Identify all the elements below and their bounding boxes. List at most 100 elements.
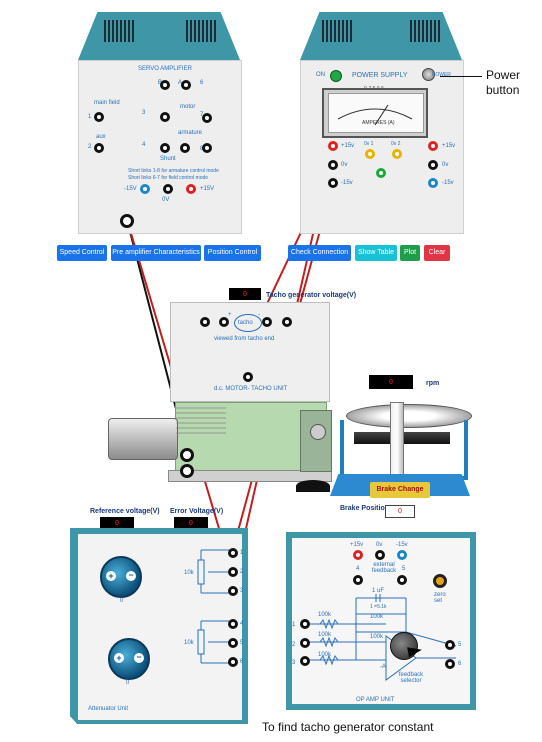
opamp-input-3[interactable] bbox=[300, 656, 310, 666]
servo-0v-socket[interactable] bbox=[163, 184, 173, 194]
servo-terminal-5[interactable] bbox=[180, 143, 190, 153]
knob1-minus-icon[interactable]: − bbox=[126, 571, 136, 581]
psu-right-0v-socket[interactable] bbox=[428, 160, 438, 170]
opamp-t6-label: 6 bbox=[458, 661, 462, 667]
feedback-selector-knob[interactable] bbox=[390, 632, 418, 660]
knob2-plus-icon[interactable]: + bbox=[114, 653, 124, 663]
knob1-plus-icon[interactable]: + bbox=[106, 571, 116, 581]
brake-change-button[interactable]: Brake Change bbox=[370, 482, 430, 498]
tacho-symbol bbox=[234, 314, 262, 332]
opamp-terminal-4[interactable] bbox=[353, 575, 363, 585]
power-button[interactable] bbox=[422, 68, 435, 81]
attenuator-terminal-2[interactable] bbox=[228, 567, 238, 577]
attenuator-terminal-6[interactable] bbox=[228, 657, 238, 667]
plot-button[interactable]: Plot bbox=[400, 245, 420, 261]
servo-term-2-label: 2 bbox=[88, 144, 92, 150]
tacho-terminal-3[interactable] bbox=[262, 317, 272, 327]
attenuator-terminal-5[interactable] bbox=[228, 638, 238, 648]
clear-button[interactable]: Clear bbox=[424, 245, 450, 261]
motor-foot bbox=[296, 480, 330, 492]
servo-terminal-8[interactable] bbox=[202, 143, 212, 153]
psu-left-pos15v-socket[interactable] bbox=[328, 141, 338, 151]
opamp-pos15v-socket[interactable] bbox=[353, 550, 363, 560]
opamp-neg15v-label: -15v bbox=[396, 542, 408, 548]
motor-shaft-block bbox=[300, 410, 332, 472]
servo-vent-left bbox=[104, 20, 134, 42]
motor-socket-upper[interactable] bbox=[180, 448, 194, 462]
psu-left-0v-socket[interactable] bbox=[328, 160, 338, 170]
opamp-input-1[interactable] bbox=[300, 619, 310, 629]
tacho-voltage-label: Tacho generator voltage(V) bbox=[266, 292, 357, 299]
servo-term-7-label: 7 bbox=[200, 112, 203, 118]
servo-output-socket[interactable] bbox=[120, 214, 134, 228]
tacho-terminal-4[interactable] bbox=[282, 317, 292, 327]
opamp-rfb-label: 1 =5.1k bbox=[370, 604, 387, 610]
zero-set-knob[interactable] bbox=[433, 574, 447, 588]
speed-control-button[interactable]: Speed Control bbox=[57, 245, 107, 261]
tacho-terminal-2[interactable] bbox=[219, 317, 229, 327]
opamp-terminal-6[interactable] bbox=[445, 659, 455, 669]
psu-vent-left bbox=[322, 20, 352, 42]
psu-left-pos15v-label: +15v bbox=[341, 143, 355, 149]
motor-shaft-knob bbox=[310, 424, 326, 440]
attenuator-pot1-label: 10k bbox=[184, 570, 194, 576]
servo-terminal-2[interactable] bbox=[94, 143, 104, 153]
psu-mid-green-socket[interactable] bbox=[376, 168, 386, 178]
servo-pos15v-socket[interactable] bbox=[186, 184, 196, 194]
knob2-minus-icon[interactable]: − bbox=[134, 653, 144, 663]
servo-armature-label: armature bbox=[178, 130, 203, 136]
attenuator-pot2-label: 10k bbox=[184, 640, 194, 646]
attenuator-terminal-3[interactable] bbox=[228, 586, 238, 596]
opamp-0v-label: 0v bbox=[376, 542, 383, 548]
motor-cylinder bbox=[108, 418, 178, 460]
reference-knob-2[interactable]: + − bbox=[108, 638, 150, 680]
ammeter-scale bbox=[337, 104, 413, 126]
power-button-caption: POWER bbox=[432, 72, 451, 78]
servo-0v-label: 0V bbox=[162, 197, 170, 203]
psu-vent-right bbox=[410, 20, 440, 42]
servo-main-field-label: main field bbox=[94, 100, 120, 106]
servo-terminal-7[interactable] bbox=[202, 113, 212, 123]
servo-term-6-label: 6 bbox=[200, 80, 204, 86]
feedback-selector-label: feedback selector bbox=[398, 672, 424, 684]
opamp-input-2[interactable] bbox=[300, 638, 310, 648]
opamp-terminal-5-out[interactable] bbox=[445, 640, 455, 650]
servo-terminal-1[interactable] bbox=[94, 112, 104, 122]
servo-aux-label: aux bbox=[96, 134, 106, 140]
att-t5-label: 5 bbox=[240, 640, 244, 646]
servo-shunt-label: Shunt bbox=[160, 156, 176, 162]
servo-terminal-3[interactable] bbox=[160, 112, 170, 122]
psu-left-neg15v-socket[interactable] bbox=[328, 178, 338, 188]
servo-terminal-6[interactable] bbox=[181, 80, 191, 90]
psu-right-pos15v-label: +15v bbox=[442, 143, 456, 149]
servo-terminal-4[interactable] bbox=[160, 143, 170, 153]
psu-mid-1-socket[interactable] bbox=[365, 149, 375, 159]
motor-socket-lower[interactable] bbox=[180, 464, 194, 478]
pre-amplifier-characteristics-button[interactable]: Pre amplifier Characteristics bbox=[111, 245, 201, 261]
psu-right-neg15v-socket[interactable] bbox=[428, 178, 438, 188]
power-button-annotation-line1: Power bbox=[486, 68, 521, 82]
psu-right-pos15v-socket[interactable] bbox=[428, 141, 438, 151]
brake-frame bbox=[340, 420, 468, 480]
servo-terminal-a[interactable] bbox=[160, 80, 170, 90]
opamp-0v-socket[interactable] bbox=[375, 550, 385, 560]
opamp-neg15v-socket[interactable] bbox=[397, 550, 407, 560]
tacho-terminal-1[interactable] bbox=[200, 317, 210, 327]
opamp-terminal-5[interactable] bbox=[397, 575, 407, 585]
psu-mid-2-socket[interactable] bbox=[392, 149, 402, 159]
rpm-label: rpm bbox=[426, 380, 440, 387]
psu-right-neg15v-label: -15v bbox=[442, 180, 454, 186]
zero-set-label: zero set bbox=[434, 592, 446, 604]
reference-knob-1[interactable]: + − bbox=[100, 556, 142, 598]
check-connection-button[interactable]: Check Connection bbox=[288, 245, 351, 261]
motor-tacho-center-socket[interactable] bbox=[243, 372, 253, 382]
attenuator-terminal-1[interactable] bbox=[228, 548, 238, 558]
servo-neg15v-label: -15V bbox=[124, 186, 137, 192]
position-control-button[interactable]: Position Control bbox=[204, 245, 261, 261]
opamp-r100-e-label: 100k bbox=[370, 634, 384, 640]
servo-neg15v-socket[interactable] bbox=[140, 184, 150, 194]
show-table-button[interactable]: Show Table bbox=[355, 245, 397, 261]
power-on-indicator bbox=[330, 70, 342, 82]
attenuator-terminal-4[interactable] bbox=[228, 619, 238, 629]
knob2-value: 0 bbox=[126, 680, 130, 686]
